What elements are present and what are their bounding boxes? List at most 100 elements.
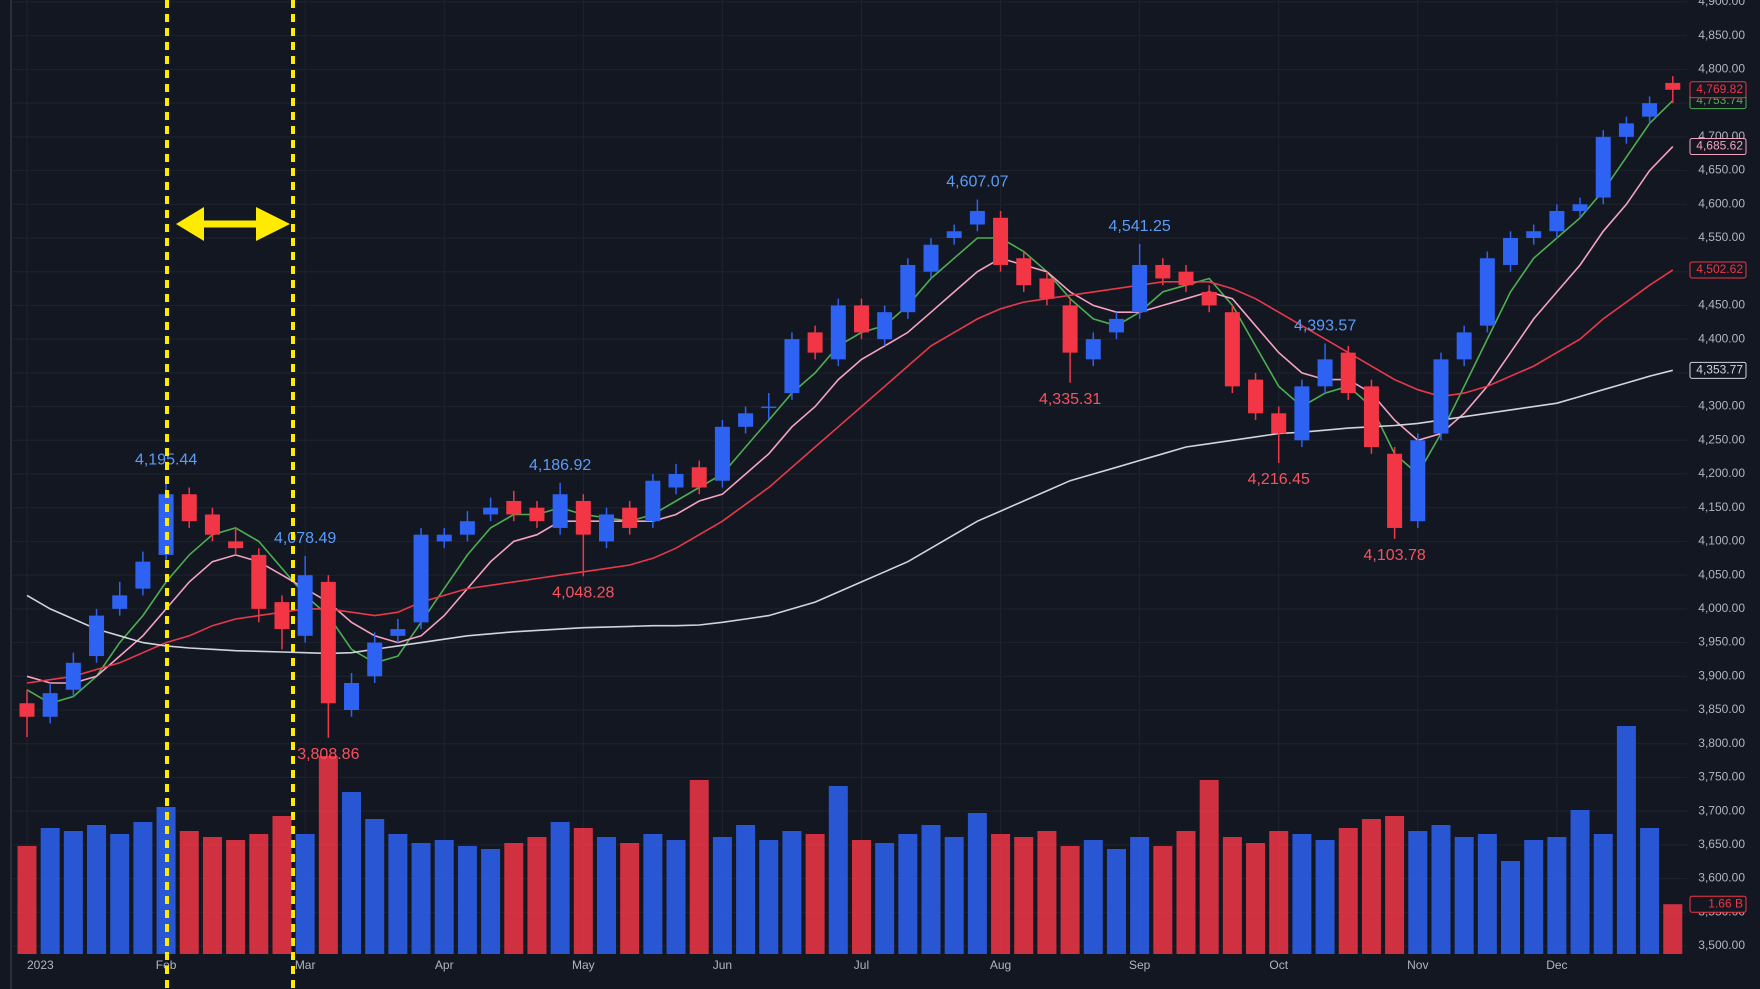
- volume-bar: [365, 819, 385, 954]
- volume-bar: [1130, 837, 1150, 954]
- candle-body: [344, 683, 360, 710]
- candle-body: [1248, 379, 1264, 414]
- y-tick-label: 3,950.00: [1698, 635, 1745, 649]
- price-tag: [1689, 895, 1747, 913]
- price-tag-label: 4,353.77: [1696, 362, 1743, 376]
- price-tag-label: 1.66 B: [1708, 896, 1743, 910]
- candle-body: [1503, 238, 1519, 265]
- candle-body: [691, 467, 707, 488]
- volume-bar: [1083, 840, 1103, 954]
- candle-body: [1526, 231, 1542, 238]
- candle-body: [506, 500, 522, 515]
- moving-average: [26, 369, 1673, 655]
- price-annotation: 4,078.49: [274, 530, 336, 547]
- volume-bar: [1222, 837, 1242, 954]
- candle-body: [1271, 413, 1287, 434]
- candle-body: [459, 521, 475, 535]
- y-tick-label: 3,800.00: [1698, 736, 1745, 750]
- y-tick-label: 4,100.00: [1698, 534, 1745, 548]
- candle-body: [1108, 318, 1124, 333]
- highlight-range: [165, 0, 295, 989]
- volume-bar: [991, 834, 1011, 954]
- volume-bar: [527, 837, 547, 954]
- price-tag: [1689, 138, 1747, 156]
- x-tick-label: Sep: [1129, 958, 1151, 972]
- y-tick-label: 3,700.00: [1698, 803, 1745, 817]
- volume-bar: [1385, 816, 1405, 954]
- y-tick-label: 4,000.00: [1698, 601, 1745, 615]
- candle-body: [413, 534, 429, 623]
- volume-bar: [712, 837, 732, 954]
- volume-bar: [1199, 780, 1219, 954]
- candle-body: [1433, 359, 1449, 434]
- volume-bar: [17, 846, 37, 954]
- volume-bar: [1246, 843, 1266, 954]
- x-tick-label: Oct: [1269, 958, 1288, 972]
- y-tick-label: 3,850.00: [1698, 702, 1745, 716]
- candle-body: [1363, 386, 1379, 448]
- candle-body: [946, 231, 962, 238]
- candle-body: [89, 615, 105, 657]
- price-tag: [1689, 261, 1747, 279]
- candle-body: [1178, 271, 1194, 286]
- candle-body: [1595, 136, 1611, 198]
- volume-bar: [295, 834, 315, 954]
- candle-body: [1039, 278, 1055, 299]
- y-tick-label: 4,550.00: [1698, 230, 1745, 244]
- candle-body: [1572, 204, 1588, 212]
- candle-body: [1340, 352, 1356, 394]
- y-tick-label: 3,500.00: [1698, 938, 1745, 952]
- candle-body: [1618, 123, 1634, 137]
- price-annotation: 4,607.07: [946, 174, 1008, 191]
- volume-bar: [110, 834, 130, 954]
- volume-bar: [921, 825, 941, 954]
- x-tick-label: Apr: [435, 958, 454, 972]
- candle-body: [1642, 103, 1658, 117]
- x-tick-label: Feb: [156, 958, 177, 972]
- candle-layer: [19, 76, 1681, 738]
- volume-bar: [1570, 810, 1590, 954]
- candle-body: [135, 561, 151, 589]
- candle-body: [1410, 440, 1426, 522]
- candle-body: [436, 534, 452, 542]
- candle-body: [181, 494, 197, 522]
- candle-body: [645, 480, 661, 522]
- volume-bar: [967, 813, 987, 954]
- candle-body: [599, 514, 614, 542]
- candle-body: [969, 211, 985, 225]
- candle-body: [1456, 332, 1472, 360]
- volume-bar: [1547, 837, 1567, 954]
- volume-bar: [1292, 834, 1312, 954]
- volume-bar: [1014, 837, 1034, 954]
- y-tick-label: 4,800.00: [1698, 62, 1745, 76]
- candle-body: [1224, 312, 1240, 387]
- candle-body: [853, 305, 869, 333]
- candle-body: [112, 595, 128, 609]
- y-tick-label: 4,050.00: [1698, 567, 1745, 581]
- volume-bar: [782, 831, 802, 954]
- volume-bar: [1176, 831, 1196, 954]
- volume-bar: [666, 840, 686, 954]
- price-tag: [1689, 81, 1747, 99]
- y-tick-label: 3,600.00: [1698, 871, 1745, 885]
- candle-body: [738, 413, 754, 427]
- volume-bar: [805, 834, 825, 954]
- volume-bar: [318, 756, 338, 954]
- volume-bar: [202, 837, 222, 954]
- price-tag: [1689, 361, 1747, 379]
- volume-bar: [1338, 828, 1358, 954]
- price-tag-label: 4,502.62: [1696, 262, 1743, 276]
- price-annotation: 4,393.57: [1294, 318, 1356, 335]
- candle-body: [1016, 258, 1032, 286]
- price-annotation: 4,048.28: [552, 585, 614, 602]
- candle-body: [993, 217, 1009, 265]
- volume-bar: [249, 834, 269, 954]
- y-tick-label: 4,600.00: [1698, 196, 1745, 210]
- candle-body: [784, 339, 800, 394]
- candle-body: [367, 642, 383, 677]
- x-tick-label: Nov: [1407, 958, 1428, 972]
- y-tick-label: 4,300.00: [1698, 399, 1745, 413]
- volume-bar: [550, 822, 570, 954]
- candle-body: [923, 244, 939, 272]
